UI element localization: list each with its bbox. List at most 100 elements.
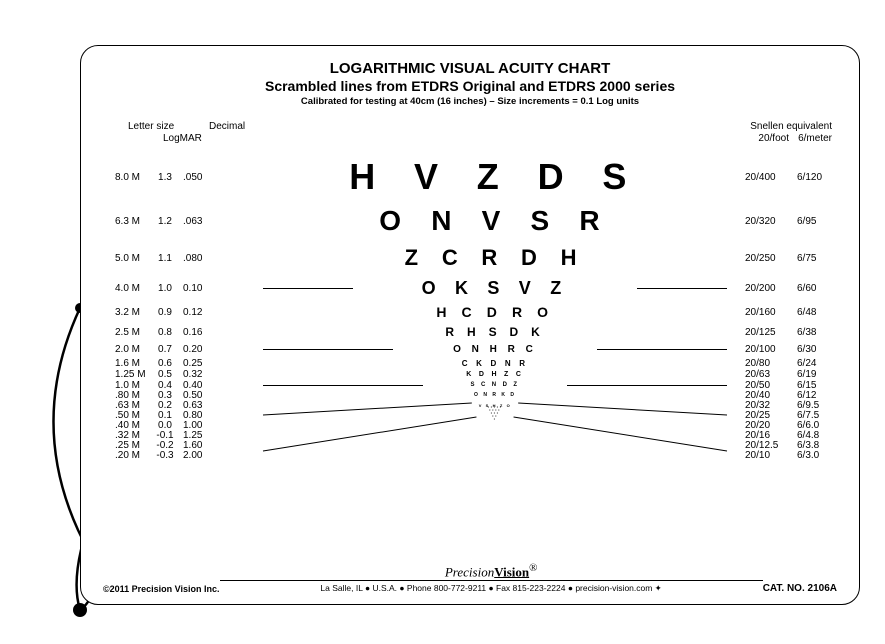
decimal-value: 0.12 bbox=[183, 307, 225, 318]
chart-row: .32 M-0.11.2520/166/4.8 bbox=[103, 430, 837, 440]
optotype-letters: Z C R D H bbox=[263, 245, 727, 271]
header-6meter: 6/meter bbox=[798, 133, 832, 144]
letter-size-value: 8.0 M bbox=[103, 172, 147, 183]
row-right-values: 20/1606/48 bbox=[727, 307, 837, 318]
guide-line-right bbox=[597, 349, 727, 350]
row-right-values: 20/1256/38 bbox=[727, 327, 837, 338]
row-right-values: 20/806/24 bbox=[727, 358, 837, 369]
logmar-value: 1.0 bbox=[147, 283, 183, 294]
snellen-meter-value: 6/30 bbox=[797, 344, 837, 355]
letter-size-value: 2.5 M bbox=[103, 327, 147, 338]
snellen-foot-value: 20/250 bbox=[745, 253, 797, 264]
snellen-foot-value: 20/200 bbox=[745, 283, 797, 294]
acuity-chart-card: LOGARITHMIC VISUAL ACUITY CHART Scramble… bbox=[80, 45, 860, 605]
logmar-value: 0.5 bbox=[147, 369, 183, 380]
guide-line-left bbox=[263, 385, 423, 386]
optotype-letters: H C D R O bbox=[263, 304, 727, 320]
guide-line-right bbox=[567, 385, 727, 386]
chart-row: .63 M0.20.63V S H Z O20/326/9.5 bbox=[103, 400, 837, 410]
footer-address: La Salle, IL ● U.S.A. ● Phone 800-772-92… bbox=[220, 583, 763, 594]
row-right-values: 20/1006/30 bbox=[727, 344, 837, 355]
row-left-values: 2.0 M0.70.20 bbox=[103, 344, 263, 355]
decimal-value: .063 bbox=[183, 216, 225, 227]
chart-row: .20 M-0.32.0020/106/3.0 bbox=[103, 450, 837, 460]
title-line-2: Scrambled lines from ETDRS Original and … bbox=[103, 78, 837, 94]
snellen-meter-value: 6/3.0 bbox=[797, 450, 837, 461]
row-left-values: 6.3 M1.2.063 bbox=[103, 216, 263, 227]
diagonal-guide-steep bbox=[263, 445, 727, 446]
decimal-value: 0.10 bbox=[183, 283, 225, 294]
snellen-foot-value: 20/125 bbox=[745, 327, 797, 338]
title-line-3: Calibrated for testing at 40cm (16 inche… bbox=[103, 96, 837, 107]
row-right-values: 20/106/3.0 bbox=[727, 450, 837, 461]
logmar-value: 0.8 bbox=[147, 327, 183, 338]
title-line-1: LOGARITHMIC VISUAL ACUITY CHART bbox=[103, 60, 837, 77]
snellen-foot-value: 20/400 bbox=[745, 172, 797, 183]
letter-size-value: 1.25 M bbox=[103, 369, 147, 380]
decimal-value: 0.32 bbox=[183, 369, 225, 380]
decimal-value: .080 bbox=[183, 253, 225, 264]
chart-row: 1.25 M0.50.32K D H Z C20/636/19 bbox=[103, 369, 837, 380]
snellen-meter-value: 6/48 bbox=[797, 307, 837, 318]
logmar-value: 1.3 bbox=[147, 172, 183, 183]
snellen-meter-value: 6/95 bbox=[797, 216, 837, 227]
chart-header: LOGARITHMIC VISUAL ACUITY CHART Scramble… bbox=[103, 60, 837, 107]
logmar-value: 0.7 bbox=[147, 344, 183, 355]
letter-size-value: 2.0 M bbox=[103, 344, 147, 355]
snellen-meter-value: 6/60 bbox=[797, 283, 837, 294]
letter-size-value: 6.3 M bbox=[103, 216, 147, 227]
header-20foot: 20/foot bbox=[758, 133, 789, 144]
logmar-value: -0.3 bbox=[147, 450, 183, 461]
logmar-value: 0.6 bbox=[147, 358, 183, 369]
snellen-meter-value: 6/120 bbox=[797, 172, 837, 183]
snellen-meter-value: 6/19 bbox=[797, 369, 837, 380]
letter-size-value: 1.6 M bbox=[103, 358, 147, 369]
row-left-values: 3.2 M0.90.12 bbox=[103, 307, 263, 318]
snellen-meter-value: 6/75 bbox=[797, 253, 837, 264]
chart-row: .40 M0.01.0020/206/6.0 bbox=[103, 420, 837, 430]
brand-logo: PrecisionVision® bbox=[220, 562, 763, 580]
optotype-letters: K D H Z C bbox=[263, 371, 727, 378]
chart-row: 1.6 M0.60.25C K D N R20/806/24 bbox=[103, 357, 837, 369]
catalog-number: CAT. NO. 2106A bbox=[763, 583, 837, 594]
decimal-value: 0.20 bbox=[183, 344, 225, 355]
logmar-value: 1.1 bbox=[147, 253, 183, 264]
row-left-values: 1.25 M0.50.32 bbox=[103, 369, 263, 380]
chart-row: .80 M0.30.50O N R K D20/406/12 bbox=[103, 390, 837, 400]
header-decimal: Decimal bbox=[209, 121, 245, 132]
logmar-value: 0.9 bbox=[147, 307, 183, 318]
chart-footer: ©2011 Precision Vision Inc. PrecisionVis… bbox=[103, 562, 837, 594]
row-right-values: 20/636/19 bbox=[727, 369, 837, 380]
chart-row: 8.0 M1.3.050H V Z D S20/4006/120 bbox=[103, 153, 837, 201]
header-logmar: LogMAR bbox=[163, 133, 202, 144]
optotype-letters: O N V S R bbox=[263, 205, 727, 237]
logmar-value: 1.2 bbox=[147, 216, 183, 227]
chart-row: .25 M-0.21.6020/12.56/3.8 bbox=[103, 440, 837, 450]
chart-row: 2.0 M0.70.20O N H R C20/1006/30 bbox=[103, 341, 837, 357]
chart-rows: 8.0 M1.3.050H V Z D S20/4006/1206.3 M1.2… bbox=[103, 153, 837, 460]
snellen-foot-value: 20/100 bbox=[745, 344, 797, 355]
row-right-values: 20/4006/120 bbox=[727, 172, 837, 183]
snellen-foot-value: 20/80 bbox=[745, 358, 797, 369]
chart-row: 6.3 M1.2.063O N V S R20/3206/95 bbox=[103, 201, 837, 241]
row-right-values: 20/2006/60 bbox=[727, 283, 837, 294]
letter-size-value: 4.0 M bbox=[103, 283, 147, 294]
chart-row: 4.0 M1.00.10O K S V Z20/2006/60 bbox=[103, 275, 837, 301]
registered-mark: ® bbox=[529, 562, 537, 574]
letter-size-value: 5.0 M bbox=[103, 253, 147, 264]
optotype-letters: R H S D K bbox=[263, 325, 727, 339]
snellen-foot-value: 20/63 bbox=[745, 369, 797, 380]
copyright-text: ©2011 Precision Vision Inc. bbox=[103, 584, 220, 594]
guide-line-right bbox=[637, 288, 727, 289]
letter-size-value: 3.2 M bbox=[103, 307, 147, 318]
header-snellen: Snellen equivalent bbox=[750, 121, 832, 132]
letter-size-value: .20 M bbox=[103, 450, 147, 461]
decimal-value: 0.25 bbox=[183, 358, 225, 369]
chart-row: 2.5 M0.80.16R H S D K20/1256/38 bbox=[103, 323, 837, 341]
brand-word-1: Precision bbox=[445, 564, 494, 579]
decimal-value: .050 bbox=[183, 172, 225, 183]
snellen-meter-value: 6/38 bbox=[797, 327, 837, 338]
row-right-values: 20/2506/75 bbox=[727, 253, 837, 264]
chart-row: .50 M0.10.80···············20/256/7.5 bbox=[103, 410, 837, 420]
row-left-values: 1.6 M0.60.25 bbox=[103, 358, 263, 369]
